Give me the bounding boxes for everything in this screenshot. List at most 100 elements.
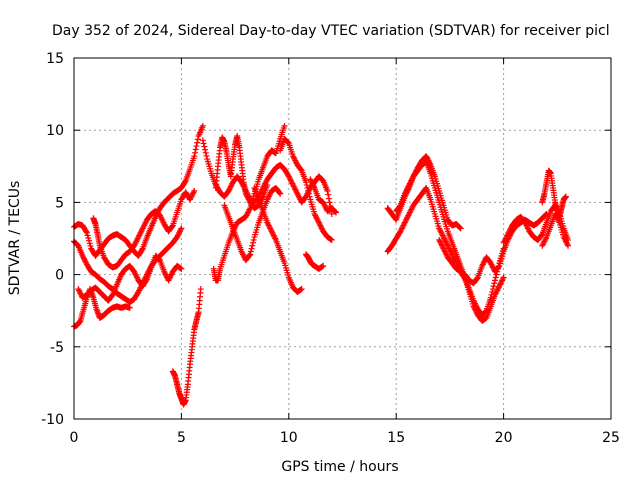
x-axis-label: GPS time / hours	[281, 459, 398, 475]
data-point	[325, 191, 332, 198]
data-point	[306, 193, 313, 200]
data-point	[86, 240, 93, 247]
data-point	[192, 149, 199, 156]
x-tick-label: 0	[70, 430, 79, 446]
data-point	[247, 251, 254, 258]
data-point	[326, 199, 333, 206]
data-point	[456, 224, 463, 231]
data-point	[201, 143, 208, 150]
plot-frame	[73, 57, 612, 420]
series-track-21	[539, 210, 572, 249]
data-point	[249, 242, 256, 249]
x-tick-label: 20	[495, 430, 513, 446]
grid	[74, 58, 611, 419]
data-point	[178, 265, 185, 272]
series-track-19	[500, 202, 572, 246]
x-tick-label: 15	[387, 430, 405, 446]
data-point	[325, 195, 332, 202]
series-track-9	[210, 122, 288, 284]
data-point	[492, 274, 499, 281]
data-point	[332, 208, 339, 215]
series-track-8	[212, 132, 271, 212]
y-tick-label: 15	[46, 51, 64, 67]
data-point	[191, 153, 198, 160]
data-point	[324, 187, 331, 194]
y-tick-label: -10	[41, 412, 64, 428]
series-track-11	[251, 184, 305, 295]
data-point	[85, 235, 92, 242]
data-point	[194, 136, 201, 143]
data-point	[492, 277, 499, 284]
data-point	[562, 193, 569, 200]
data-point	[126, 304, 133, 311]
y-tick-label: 10	[46, 123, 64, 139]
data-point	[305, 187, 312, 194]
data-point	[457, 225, 464, 232]
data-point	[199, 137, 206, 144]
x-tick-label: 10	[280, 430, 298, 446]
data-point	[328, 210, 335, 217]
data-point	[250, 236, 257, 243]
data-point	[86, 237, 93, 244]
data-point	[250, 239, 256, 246]
data-point	[197, 286, 204, 293]
data-point	[491, 280, 498, 287]
data-point	[139, 246, 146, 253]
data-point	[191, 187, 198, 194]
series-track-17	[393, 158, 507, 324]
data-point	[181, 178, 188, 185]
data-point	[333, 209, 340, 216]
series-track-20	[539, 167, 569, 220]
data-point	[495, 263, 502, 270]
data-point	[192, 146, 199, 153]
data-point	[200, 140, 207, 147]
data-point	[281, 122, 288, 129]
y-tick-label: -5	[50, 340, 64, 356]
data-point	[178, 225, 185, 232]
data-point	[194, 139, 201, 146]
data-point	[193, 143, 200, 150]
y-axis-label: SDTVAR / TECUs	[7, 181, 23, 296]
chart-title: Day 352 of 2024, Sidereal Day-to-day VTE…	[52, 23, 610, 39]
series-track-4	[75, 252, 185, 304]
data-point	[246, 252, 253, 259]
data-point	[277, 190, 284, 197]
data-point	[302, 179, 309, 186]
y-tick-label: 5	[55, 195, 64, 211]
series-track-6	[169, 286, 204, 408]
data-point	[489, 286, 496, 293]
data-point	[84, 232, 91, 239]
y-tick-label: 0	[55, 268, 64, 284]
x-tick-label: 25	[602, 430, 620, 446]
x-tick-label: 5	[177, 430, 186, 446]
data-marks	[71, 122, 572, 408]
data-point	[169, 223, 176, 230]
data-point	[304, 184, 311, 191]
data-point	[143, 277, 150, 284]
data-point	[303, 182, 310, 189]
ticks: 0 5 10 15 20 25 -10 -5 0 5 10 15	[41, 51, 620, 446]
data-point	[264, 182, 271, 189]
data-point	[305, 190, 312, 197]
data-point	[199, 122, 206, 129]
data-point	[247, 248, 254, 255]
series-track-13	[302, 251, 327, 272]
data-point	[83, 228, 90, 235]
data-point	[83, 229, 90, 236]
data-point	[565, 242, 572, 249]
series-track-1	[71, 122, 206, 259]
series-track-14	[307, 176, 340, 216]
data-point	[248, 245, 255, 252]
series-track-12	[277, 135, 335, 243]
data-point	[202, 146, 209, 153]
data-point	[490, 283, 497, 290]
data-point	[276, 189, 283, 196]
data-point	[203, 152, 210, 159]
data-point	[320, 262, 327, 269]
data-point	[500, 274, 507, 281]
data-point	[328, 236, 335, 243]
data-point	[298, 286, 305, 293]
data-point	[202, 149, 209, 156]
